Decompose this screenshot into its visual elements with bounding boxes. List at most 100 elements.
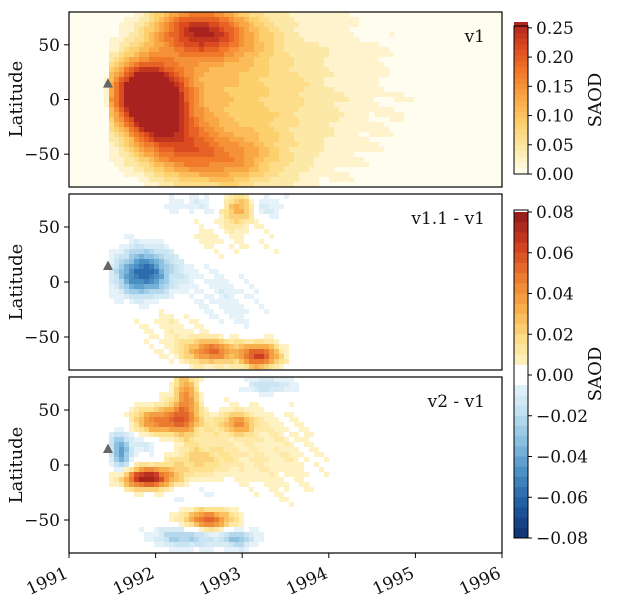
heatmap-cell bbox=[354, 229, 360, 235]
heatmap-cell bbox=[189, 142, 195, 148]
heatmap-cell bbox=[184, 22, 190, 28]
heatmap-cell bbox=[249, 294, 255, 300]
heatmap-cell bbox=[174, 289, 180, 295]
heatmap-cell bbox=[499, 162, 502, 168]
heatmap-cell bbox=[264, 274, 270, 280]
heatmap-cell bbox=[174, 254, 180, 260]
heatmap-cell bbox=[389, 284, 395, 290]
heatmap-cell bbox=[274, 42, 280, 48]
heatmap-cell bbox=[204, 62, 210, 68]
heatmap-cell bbox=[204, 67, 210, 73]
heatmap-cell bbox=[289, 224, 295, 230]
heatmap-cell bbox=[454, 294, 460, 300]
heatmap-cell bbox=[294, 152, 300, 158]
heatmap-cell bbox=[99, 214, 105, 220]
heatmap-cell bbox=[204, 107, 210, 113]
heatmap-cell bbox=[239, 239, 245, 245]
heatmap-cell bbox=[494, 254, 500, 260]
heatmap-cell bbox=[314, 37, 320, 43]
heatmap-cell bbox=[224, 102, 230, 108]
heatmap-cell bbox=[299, 264, 305, 270]
heatmap-cell bbox=[99, 289, 105, 295]
heatmap-cell bbox=[374, 102, 380, 108]
heatmap-cell bbox=[94, 32, 100, 38]
heatmap-cell bbox=[189, 284, 195, 290]
heatmap-cell bbox=[104, 219, 110, 225]
heatmap-cell bbox=[499, 177, 502, 183]
heatmap-cell bbox=[364, 77, 370, 83]
heatmap-cell bbox=[324, 269, 330, 275]
heatmap-cell bbox=[249, 209, 255, 215]
heatmap-cell bbox=[274, 259, 280, 265]
heatmap-cell bbox=[69, 92, 75, 98]
heatmap-cell bbox=[189, 294, 195, 300]
heatmap-cell bbox=[384, 92, 390, 98]
heatmap-cell bbox=[234, 219, 240, 225]
heatmap-cell bbox=[494, 274, 500, 280]
heatmap-cell bbox=[324, 249, 330, 255]
heatmap-cell bbox=[404, 254, 410, 260]
heatmap-cell bbox=[189, 147, 195, 153]
heatmap-cell bbox=[174, 62, 180, 68]
heatmap-cell bbox=[89, 249, 95, 255]
heatmap-cell bbox=[314, 294, 320, 300]
heatmap-cell bbox=[279, 147, 285, 153]
heatmap-cell bbox=[244, 219, 250, 225]
heatmap-cell bbox=[464, 214, 470, 220]
heatmap-cell bbox=[144, 199, 150, 205]
heatmap-cell bbox=[239, 77, 245, 83]
heatmap-cell bbox=[224, 127, 230, 133]
heatmap-cell bbox=[319, 122, 325, 128]
heatmap-cell bbox=[144, 12, 150, 18]
heatmap-cell bbox=[104, 304, 110, 310]
heatmap-cell bbox=[129, 52, 135, 58]
heatmap-cell bbox=[314, 182, 320, 187]
heatmap-cell bbox=[189, 259, 195, 265]
heatmap-cell bbox=[129, 199, 135, 205]
heatmap-cell bbox=[494, 259, 500, 265]
heatmap-cell bbox=[349, 219, 355, 225]
heatmap-cell bbox=[179, 77, 185, 83]
heatmap-cell bbox=[394, 102, 400, 108]
heatmap-cell bbox=[134, 239, 140, 245]
heatmap-cell bbox=[309, 194, 315, 200]
heatmap-cell bbox=[69, 229, 75, 235]
heatmap-cell bbox=[369, 137, 375, 143]
heatmap-cell bbox=[339, 239, 345, 245]
heatmap-cell bbox=[109, 127, 115, 133]
heatmap-cell bbox=[239, 244, 245, 250]
heatmap-cell bbox=[479, 299, 485, 305]
heatmap-cell bbox=[404, 182, 410, 187]
heatmap-cell bbox=[399, 284, 405, 290]
heatmap-cell bbox=[174, 269, 180, 275]
heatmap-cell bbox=[74, 199, 80, 205]
heatmap-cell bbox=[89, 244, 95, 250]
heatmap-cell bbox=[314, 209, 320, 215]
heatmap-cell bbox=[319, 199, 325, 205]
heatmap-cell bbox=[374, 107, 380, 113]
heatmap-cell bbox=[404, 137, 410, 143]
heatmap-cell bbox=[129, 209, 135, 215]
heatmap-cell bbox=[69, 254, 75, 260]
heatmap-cell bbox=[204, 112, 210, 118]
heatmap-cell bbox=[254, 97, 260, 103]
heatmap-cell bbox=[444, 112, 450, 118]
heatmap-cell bbox=[324, 37, 330, 43]
heatmap-cell bbox=[114, 72, 120, 78]
heatmap-cell bbox=[204, 182, 210, 187]
heatmap-cell bbox=[249, 299, 255, 305]
heatmap-cell bbox=[474, 209, 480, 215]
heatmap-cell bbox=[144, 194, 150, 200]
heatmap-cell bbox=[139, 102, 145, 108]
heatmap-cell bbox=[324, 42, 330, 48]
heatmap-cell bbox=[319, 284, 325, 290]
heatmap-cell bbox=[184, 27, 190, 33]
heatmap-cell bbox=[444, 194, 450, 200]
heatmap-cell bbox=[164, 122, 170, 128]
heatmap-cell bbox=[149, 72, 155, 78]
heatmap-cell bbox=[359, 284, 365, 290]
heatmap-cell bbox=[489, 112, 495, 118]
heatmap-cell bbox=[454, 259, 460, 265]
heatmap-cell bbox=[149, 62, 155, 68]
heatmap-cell bbox=[184, 102, 190, 108]
